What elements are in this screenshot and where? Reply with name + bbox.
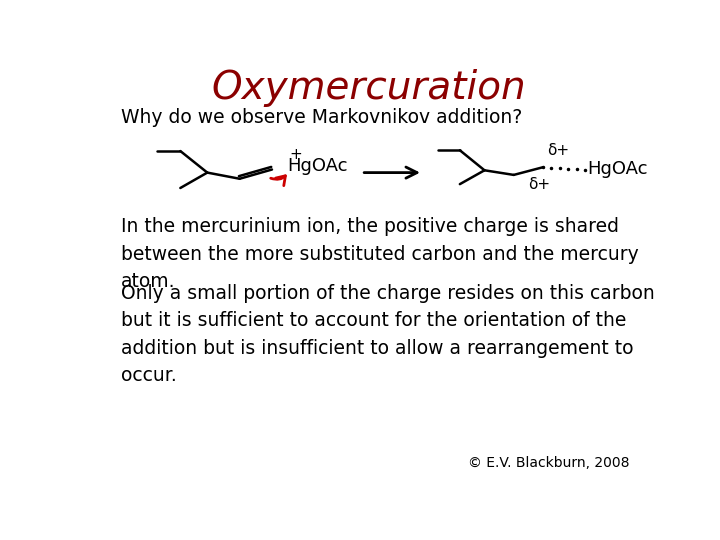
Text: Why do we observe Markovnikov addition?: Why do we observe Markovnikov addition? [121,107,522,127]
FancyArrowPatch shape [271,176,285,186]
Text: HgOAc: HgOAc [587,160,647,178]
Text: Only a small portion of the charge resides on this carbon
but it is sufficient t: Only a small portion of the charge resid… [121,284,654,385]
Text: δ+: δ+ [528,177,550,192]
Text: Oxymercuration: Oxymercuration [212,69,526,107]
Text: © E.V. Blackburn, 2008: © E.V. Blackburn, 2008 [468,456,629,470]
Text: In the mercurinium ion, the positive charge is shared
between the more substitut: In the mercurinium ion, the positive cha… [121,217,639,291]
Text: +: + [289,147,302,163]
Text: δ+: δ+ [547,143,570,158]
Text: HgOAc: HgOAc [287,157,348,174]
